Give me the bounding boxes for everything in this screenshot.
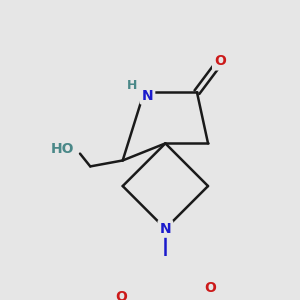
Text: HO: HO: [51, 142, 75, 156]
Text: N: N: [142, 88, 153, 103]
Text: N: N: [160, 222, 171, 236]
Text: O: O: [214, 54, 226, 68]
Text: H: H: [127, 79, 137, 92]
Text: O: O: [204, 281, 216, 296]
Text: O: O: [115, 290, 127, 300]
